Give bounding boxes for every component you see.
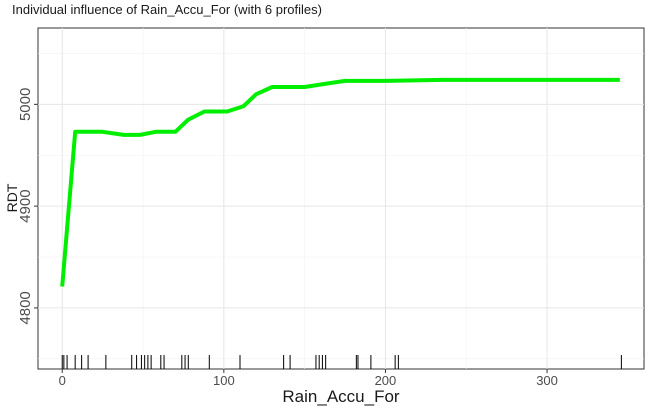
plot-panel xyxy=(37,27,645,370)
y-axis-label: RDT xyxy=(4,183,20,212)
y-tick-label: 4900 xyxy=(17,189,34,222)
x-tick-label: 100 xyxy=(213,373,235,388)
series-line xyxy=(60,77,620,287)
series-layer xyxy=(60,77,620,287)
x-tick-label: 300 xyxy=(536,373,558,388)
y-tick-label: 4800 xyxy=(17,291,34,324)
x-tick-label: 200 xyxy=(375,373,397,388)
x-axis-label: Rain_Accu_For xyxy=(282,387,400,406)
y-axis: 4800 4900 5000 xyxy=(17,88,38,325)
chart-title: Individual influence of Rain_Accu_For (w… xyxy=(12,2,322,17)
y-tick-label: 5000 xyxy=(17,88,34,121)
grid xyxy=(38,28,644,369)
rug xyxy=(61,355,622,369)
x-axis: 0 100 200 300 xyxy=(59,369,558,388)
x-tick-label: 0 xyxy=(59,373,66,388)
